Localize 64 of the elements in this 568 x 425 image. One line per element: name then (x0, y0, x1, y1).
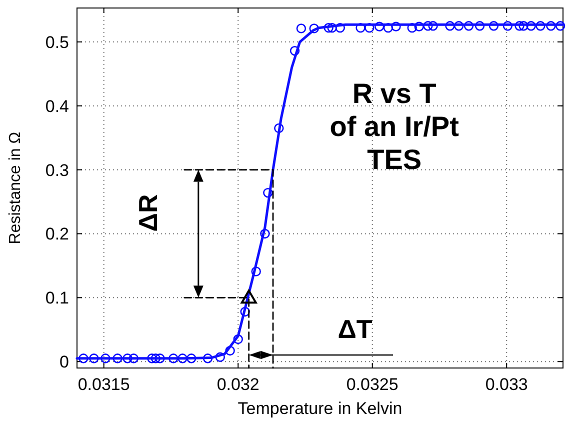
point (290, 46, 300, 56)
point (536, 21, 546, 31)
point (428, 21, 438, 31)
point (364, 22, 374, 33)
point (89, 354, 99, 364)
point (186, 354, 196, 364)
y-axis-title: Resistance in Ω (7, 132, 24, 244)
point (168, 354, 178, 364)
point (464, 21, 474, 31)
point (502, 21, 513, 31)
x-tick-label: 0.033 (485, 375, 528, 394)
point (260, 228, 270, 239)
point (454, 21, 464, 31)
point (240, 306, 250, 317)
point (356, 22, 366, 33)
point (274, 123, 284, 134)
point (100, 354, 110, 364)
x-tick-label: 0.0315 (78, 375, 130, 394)
point (215, 352, 225, 362)
point (225, 346, 235, 356)
point (122, 354, 132, 364)
point (128, 354, 139, 364)
point (147, 354, 157, 364)
x-tick-label: 0.0325 (346, 375, 398, 394)
point (526, 21, 536, 31)
point (391, 22, 401, 32)
point (251, 266, 261, 276)
y-tick-label: 0.3 (45, 160, 69, 180)
x-tick-label: 0.032 (216, 375, 260, 394)
y-tick-label: 0.2 (45, 224, 69, 244)
point (335, 22, 345, 33)
point (240, 290, 257, 304)
annotation: ΔT (338, 314, 372, 344)
point (383, 22, 394, 33)
point (423, 21, 433, 31)
point (374, 22, 384, 32)
point (324, 22, 334, 33)
point (112, 354, 122, 364)
point (407, 22, 417, 33)
point (202, 354, 213, 364)
y-tick-label: 0.5 (45, 32, 69, 52)
point (155, 354, 165, 364)
point (150, 354, 161, 364)
x-axis-title: Temperature in Kelvin (238, 399, 402, 418)
point (309, 24, 319, 34)
point (263, 188, 273, 198)
point (488, 21, 499, 31)
point (474, 21, 485, 31)
point (414, 22, 424, 32)
point (518, 21, 528, 31)
point (546, 21, 556, 31)
point (327, 22, 337, 33)
point (78, 354, 88, 364)
y-tick-label: 0 (60, 352, 69, 372)
point (178, 354, 188, 364)
y-tick-label: 0.4 (45, 96, 69, 116)
point (514, 21, 524, 31)
annotation: R vs T of an Ir/Pt TES (330, 78, 459, 175)
point (555, 21, 566, 31)
point (296, 24, 306, 34)
y-tick-label: 0.1 (45, 288, 69, 308)
point (445, 21, 455, 31)
point (233, 334, 243, 344)
annotation: ΔR (133, 194, 163, 232)
